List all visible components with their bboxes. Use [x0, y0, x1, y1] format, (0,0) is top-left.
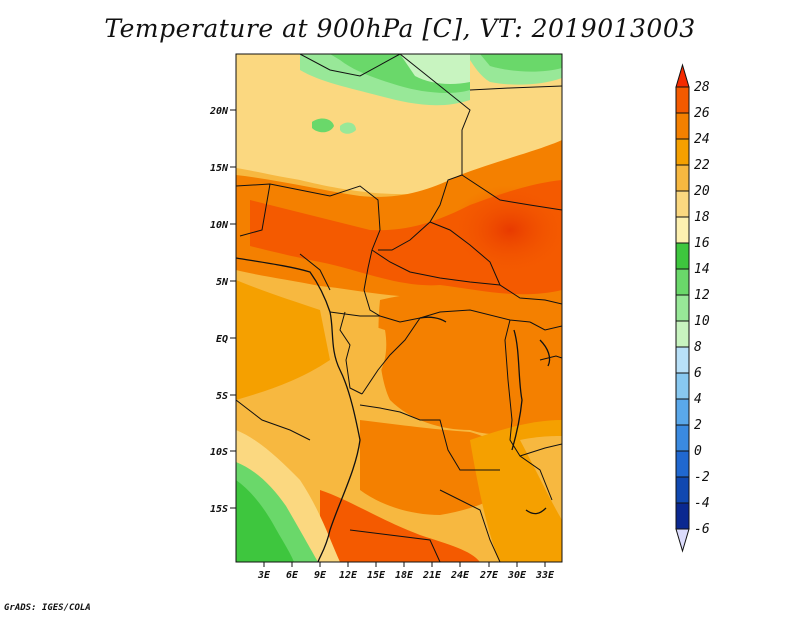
colorbar-swatch — [675, 242, 690, 270]
lon-label-12e: 12E — [339, 570, 358, 581]
colorbar-swatch — [675, 138, 690, 166]
colorbar-label: 22 — [694, 158, 710, 173]
colorbar-swatch — [675, 346, 690, 374]
colorbar-swatch — [675, 502, 690, 530]
lon-labels: 3E 6E 9E 12E 15E 18E 21E 24E 27E 30E 33E — [257, 570, 555, 581]
lat-label-15s: 15S — [210, 504, 228, 515]
grads-credit: GrADS: IGES/COLA — [4, 603, 91, 613]
colorbar-label: -2 — [694, 470, 710, 485]
colorbar-swatch — [675, 424, 690, 452]
colorbar-label: 6 — [694, 366, 702, 381]
colorbar-label: 10 — [694, 314, 710, 329]
lat-label-eq: EQ — [216, 334, 228, 345]
lat-label-10s: 10S — [210, 447, 228, 458]
colorbar-label: 14 — [694, 262, 710, 277]
colorbar-label: 8 — [694, 340, 702, 355]
colorbar-label: 12 — [694, 288, 710, 303]
lat-labels: 20N 15N 10N 5N EQ 5S 10S 15S — [209, 106, 229, 515]
lon-label-3e: 3E — [257, 570, 271, 581]
lat-label-15n: 15N — [210, 163, 229, 174]
colorbar-label: -6 — [694, 522, 710, 537]
lon-label-33e: 33E — [535, 570, 555, 581]
lon-label-6e: 6E — [286, 570, 299, 581]
colorbar-swatch — [675, 86, 690, 114]
chart-title: Temperature at 900hPa [C], VT: 201901300… — [104, 14, 696, 43]
colorbar-swatch — [675, 294, 690, 322]
lat-label-5n: 5N — [216, 277, 229, 288]
colorbar-swatch — [675, 372, 690, 400]
colorbar-label: 0 — [694, 444, 702, 459]
lat-label-20n: 20N — [209, 106, 229, 117]
lon-label-9e: 9E — [314, 570, 327, 581]
colorbar-label: 16 — [694, 236, 710, 251]
colorbar-cap-top — [675, 63, 690, 88]
colorbar-swatch — [675, 112, 690, 140]
colorbar-label: 26 — [694, 106, 710, 121]
lon-ticks — [263, 562, 546, 567]
colorbar-label: 2 — [694, 418, 702, 433]
colorbar-swatch — [675, 320, 690, 348]
colorbar-label: -4 — [694, 496, 710, 511]
lat-ticks — [230, 109, 236, 509]
lon-label-21e: 21E — [422, 570, 442, 581]
coastlines — [236, 257, 551, 562]
colorbar-swatch — [675, 164, 690, 192]
lon-label-27e: 27E — [479, 570, 499, 581]
lon-label-30e: 30E — [507, 570, 527, 581]
colorbar-swatch — [675, 216, 690, 244]
temperature-field — [236, 54, 562, 562]
lat-label-5s: 5S — [216, 391, 228, 402]
colorbar-swatch — [675, 398, 690, 426]
colorbar-swatch — [675, 268, 690, 296]
lat-label-10n: 10N — [210, 220, 229, 231]
colorbar-swatch — [675, 450, 690, 478]
colorbar-label: 24 — [694, 132, 710, 147]
colorbar-label: 18 — [694, 210, 710, 225]
colorbar-label: 4 — [694, 392, 702, 407]
colorbar-cap-bottom — [675, 528, 690, 553]
colorbar-swatch — [675, 190, 690, 218]
colorbar-label: 28 — [694, 80, 710, 95]
lon-label-24e: 24E — [450, 570, 470, 581]
lon-label-15e: 15E — [367, 570, 386, 581]
colorbar-swatch — [675, 476, 690, 504]
colorbar-label: 20 — [694, 184, 710, 199]
lon-label-18e: 18E — [395, 570, 414, 581]
map-frame — [235, 53, 563, 563]
